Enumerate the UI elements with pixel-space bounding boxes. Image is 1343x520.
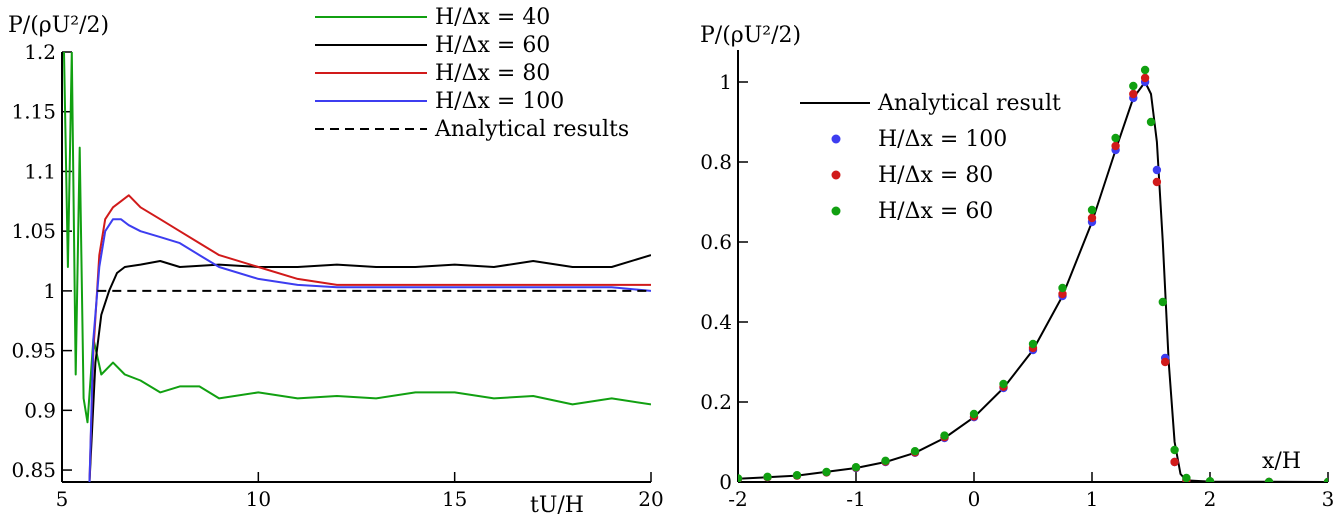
data-point bbox=[822, 467, 831, 477]
left-chart: 0.85 0.9 0.95 1 1.05 1.1 1.15 1.2 5 10 15 20 P/(ρU²… bbox=[8, 5, 664, 518]
data-point bbox=[792, 471, 802, 480]
left-y-axis-label: P/(ρU²/2) bbox=[8, 13, 109, 38]
data-point bbox=[1152, 165, 1162, 175]
right-y-axis-label: P/(ρU²/2) bbox=[700, 23, 801, 48]
y-tick-label: 0.9 bbox=[24, 398, 56, 422]
legend-label: H/Δx = 80 bbox=[435, 61, 550, 86]
data-point bbox=[1111, 133, 1120, 143]
y-tick-label: 0 bbox=[719, 470, 732, 494]
x-tick-label: -1 bbox=[846, 487, 865, 511]
right-chart: 0 0.2 0.4 0.6 0.8 1 -2 -1 0 1 2 3 P/(ρU²/2) x/H Ana… bbox=[700, 23, 1334, 511]
data-point bbox=[1058, 283, 1067, 293]
left-x-axis-label: tU/H bbox=[530, 493, 584, 518]
x-tick-label: 10 bbox=[246, 487, 271, 511]
data-point bbox=[1323, 477, 1328, 482]
series-line bbox=[88, 254, 651, 482]
x-tick-label: 15 bbox=[442, 487, 467, 511]
data-point bbox=[738, 474, 743, 482]
y-tick-label: 1.05 bbox=[11, 219, 56, 243]
x-tick-label: -2 bbox=[728, 487, 747, 511]
y-tick-label: 1.1 bbox=[24, 159, 56, 183]
legend-label: H/Δx = 40 bbox=[435, 5, 550, 30]
x-tick-label: 0 bbox=[968, 487, 981, 511]
series-group bbox=[738, 65, 1328, 482]
y-tick-label: 0.6 bbox=[700, 230, 732, 254]
y-tick-label: 0.2 bbox=[700, 390, 732, 414]
data-point bbox=[1160, 357, 1170, 367]
data-point bbox=[1058, 289, 1067, 299]
right-x-axis-label: x/H bbox=[1262, 449, 1301, 474]
legend-marker bbox=[831, 170, 841, 180]
data-point bbox=[1087, 213, 1097, 223]
data-point bbox=[940, 431, 949, 440]
y-tick-label: 0.4 bbox=[700, 310, 732, 334]
series-line bbox=[88, 218, 651, 482]
legend-label: Analytical results bbox=[434, 117, 629, 142]
series-line bbox=[63, 52, 651, 424]
data-point bbox=[1146, 117, 1156, 127]
data-point bbox=[1028, 339, 1038, 349]
data-point bbox=[1087, 205, 1097, 215]
data-point bbox=[1170, 457, 1179, 467]
legend-label: H/Δx = 60 bbox=[435, 33, 550, 58]
series-line bbox=[88, 194, 651, 482]
data-point bbox=[1182, 473, 1191, 482]
series-group bbox=[63, 52, 651, 482]
data-point bbox=[999, 379, 1008, 389]
legend-label: H/Δx = 60 bbox=[878, 199, 993, 224]
x-tick-label: 3 bbox=[1322, 487, 1335, 511]
data-point bbox=[910, 447, 920, 456]
y-tick-label: 1 bbox=[719, 70, 732, 94]
y-tick-label: 1 bbox=[43, 279, 56, 303]
y-tick-label: 1.2 bbox=[24, 40, 56, 64]
data-point bbox=[881, 456, 890, 465]
left-plot-area: 0.85 0.9 0.95 1 1.05 1.1 1.15 1.2 5 10 15 20 bbox=[11, 40, 663, 511]
legend-marker bbox=[831, 134, 841, 144]
right-plot-area: 0 0.2 0.4 0.6 0.8 1 -2 -1 0 1 2 3 bbox=[700, 50, 1334, 511]
x-tick-label: 2 bbox=[1204, 487, 1217, 511]
data-point bbox=[763, 472, 772, 481]
data-point bbox=[1140, 65, 1150, 75]
series-line bbox=[738, 81, 1328, 482]
data-point bbox=[1158, 297, 1168, 307]
legend-label: H/Δx = 100 bbox=[878, 127, 1007, 152]
x-tick-label: 20 bbox=[638, 487, 663, 511]
data-point bbox=[969, 409, 979, 419]
y-tick-label: 1.15 bbox=[11, 100, 56, 124]
data-point bbox=[851, 463, 861, 472]
legend-label: H/Δx = 100 bbox=[435, 89, 564, 114]
right-legend: Analytical result H/Δx = 100 H/Δx = 80 H/Δx… bbox=[800, 91, 1061, 224]
x-tick-label: 1 bbox=[1086, 487, 1099, 511]
data-point bbox=[1205, 477, 1215, 482]
data-point bbox=[1264, 477, 1274, 482]
x-tick-label: 5 bbox=[56, 487, 69, 511]
data-point bbox=[1129, 89, 1138, 99]
data-point bbox=[1170, 445, 1179, 455]
data-point bbox=[1140, 73, 1150, 83]
y-tick-label: 0.8 bbox=[700, 150, 732, 174]
legend-marker bbox=[831, 206, 841, 216]
y-tick-label: 0.85 bbox=[11, 458, 56, 482]
legend-label: H/Δx = 80 bbox=[878, 163, 993, 188]
left-legend: H/Δx = 40 H/Δx = 60 H/Δx = 80 H/Δx = 100 Ana… bbox=[315, 5, 629, 142]
data-point bbox=[1111, 141, 1120, 151]
y-tick-label: 0.95 bbox=[11, 339, 56, 363]
legend-label: Analytical result bbox=[877, 91, 1061, 116]
data-point bbox=[1129, 81, 1138, 91]
data-point bbox=[1152, 177, 1162, 187]
